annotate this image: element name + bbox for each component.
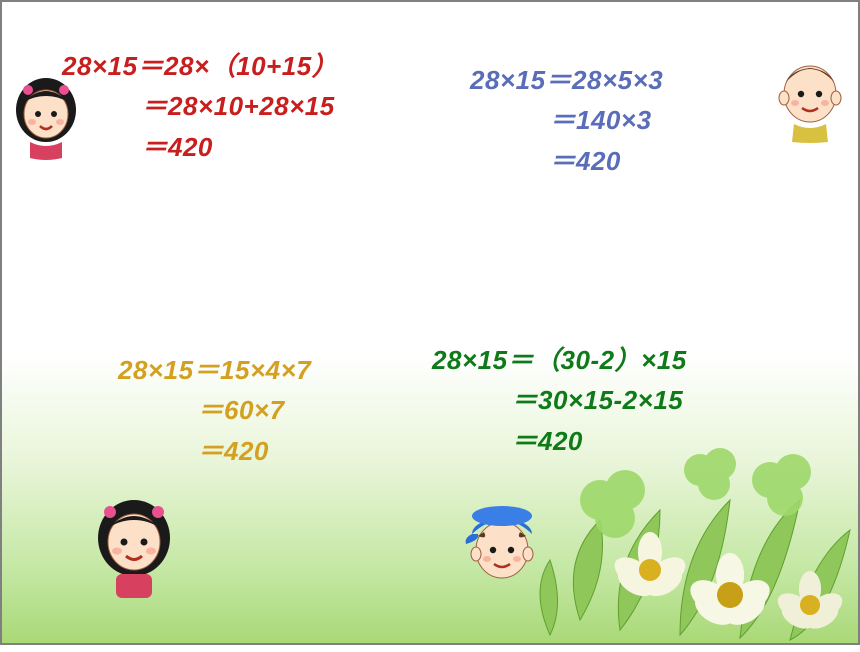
math-line: ＝420 [62, 127, 338, 167]
math-line: ＝28×10+28×15 [62, 86, 338, 126]
girl-avatar-icon [90, 490, 178, 600]
math-line: ＝420 [470, 141, 663, 181]
math-line: ＝140×3 [470, 100, 663, 140]
math-block-bottom-left: 28×15＝15×4×7 ＝60×7 ＝420 [118, 350, 311, 471]
math-line: 28×15＝（30-2）×15 [432, 340, 687, 380]
math-block-top-right: 28×15＝28×5×3 ＝140×3 ＝420 [470, 60, 663, 181]
flower-decoration-icon [520, 420, 860, 652]
math-line: 28×15＝28×（10+15） [62, 46, 338, 86]
math-line: ＝420 [118, 431, 311, 471]
math-line: ＝60×7 [118, 390, 311, 430]
boy-avatar-icon [770, 48, 850, 144]
math-line: ＝30×15-2×15 [432, 380, 687, 420]
girl-avatar-icon [10, 70, 82, 162]
math-line: 28×15＝28×5×3 [470, 60, 663, 100]
math-line: 28×15＝15×4×7 [118, 350, 311, 390]
math-block-top-left: 28×15＝28×（10+15） ＝28×10+28×15 ＝420 [62, 46, 338, 167]
